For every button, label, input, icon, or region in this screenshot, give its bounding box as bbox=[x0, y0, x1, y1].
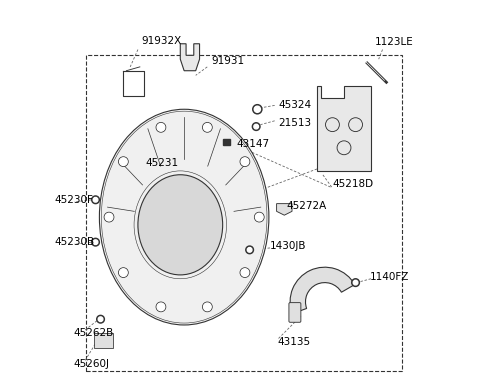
Circle shape bbox=[240, 157, 250, 166]
Circle shape bbox=[241, 269, 249, 276]
Circle shape bbox=[353, 280, 358, 285]
Text: 43147: 43147 bbox=[236, 139, 269, 149]
Circle shape bbox=[93, 240, 98, 244]
Bar bbox=[223, 139, 229, 146]
Text: 45230F: 45230F bbox=[54, 195, 93, 205]
Circle shape bbox=[105, 213, 114, 222]
Circle shape bbox=[98, 317, 103, 322]
Circle shape bbox=[240, 268, 250, 277]
Circle shape bbox=[92, 238, 99, 246]
Bar bbox=[94, 333, 113, 348]
Text: 45230B: 45230B bbox=[54, 237, 95, 247]
Circle shape bbox=[203, 123, 212, 132]
Circle shape bbox=[120, 269, 127, 276]
Circle shape bbox=[254, 106, 261, 113]
Text: 91932X: 91932X bbox=[142, 36, 182, 46]
Text: 45260J: 45260J bbox=[73, 359, 109, 369]
Circle shape bbox=[203, 302, 212, 312]
Circle shape bbox=[119, 268, 128, 277]
Circle shape bbox=[156, 302, 166, 312]
Text: 45262B: 45262B bbox=[73, 328, 114, 338]
Text: 91931: 91931 bbox=[211, 56, 244, 66]
Circle shape bbox=[254, 124, 259, 129]
Text: 45272A: 45272A bbox=[286, 201, 326, 211]
Text: 45231: 45231 bbox=[145, 158, 179, 168]
Bar bbox=[86, 55, 402, 371]
Text: 1140FZ: 1140FZ bbox=[370, 272, 409, 282]
Circle shape bbox=[241, 158, 249, 166]
Circle shape bbox=[157, 303, 165, 311]
Text: 45324: 45324 bbox=[278, 100, 312, 111]
Polygon shape bbox=[180, 44, 200, 71]
Ellipse shape bbox=[138, 175, 223, 275]
Circle shape bbox=[157, 123, 165, 131]
Text: 1123LE: 1123LE bbox=[375, 37, 414, 47]
Text: 45218D: 45218D bbox=[333, 179, 373, 189]
Ellipse shape bbox=[99, 109, 269, 325]
Circle shape bbox=[352, 279, 360, 286]
Circle shape bbox=[204, 303, 211, 311]
Circle shape bbox=[247, 248, 252, 252]
FancyBboxPatch shape bbox=[289, 303, 301, 322]
Text: 43135: 43135 bbox=[278, 337, 311, 347]
Wedge shape bbox=[290, 267, 355, 314]
Text: 21513: 21513 bbox=[278, 118, 312, 128]
Circle shape bbox=[119, 157, 128, 166]
Circle shape bbox=[92, 196, 99, 204]
Circle shape bbox=[204, 123, 211, 131]
Circle shape bbox=[93, 197, 98, 202]
Polygon shape bbox=[317, 86, 371, 171]
Circle shape bbox=[252, 123, 260, 130]
Circle shape bbox=[246, 246, 253, 254]
Circle shape bbox=[255, 213, 263, 221]
Polygon shape bbox=[276, 204, 292, 215]
Circle shape bbox=[105, 213, 113, 221]
Circle shape bbox=[96, 315, 105, 323]
Circle shape bbox=[156, 123, 166, 132]
Circle shape bbox=[120, 158, 127, 166]
Circle shape bbox=[252, 105, 262, 114]
Circle shape bbox=[254, 213, 264, 222]
Text: 1430JB: 1430JB bbox=[270, 241, 307, 251]
